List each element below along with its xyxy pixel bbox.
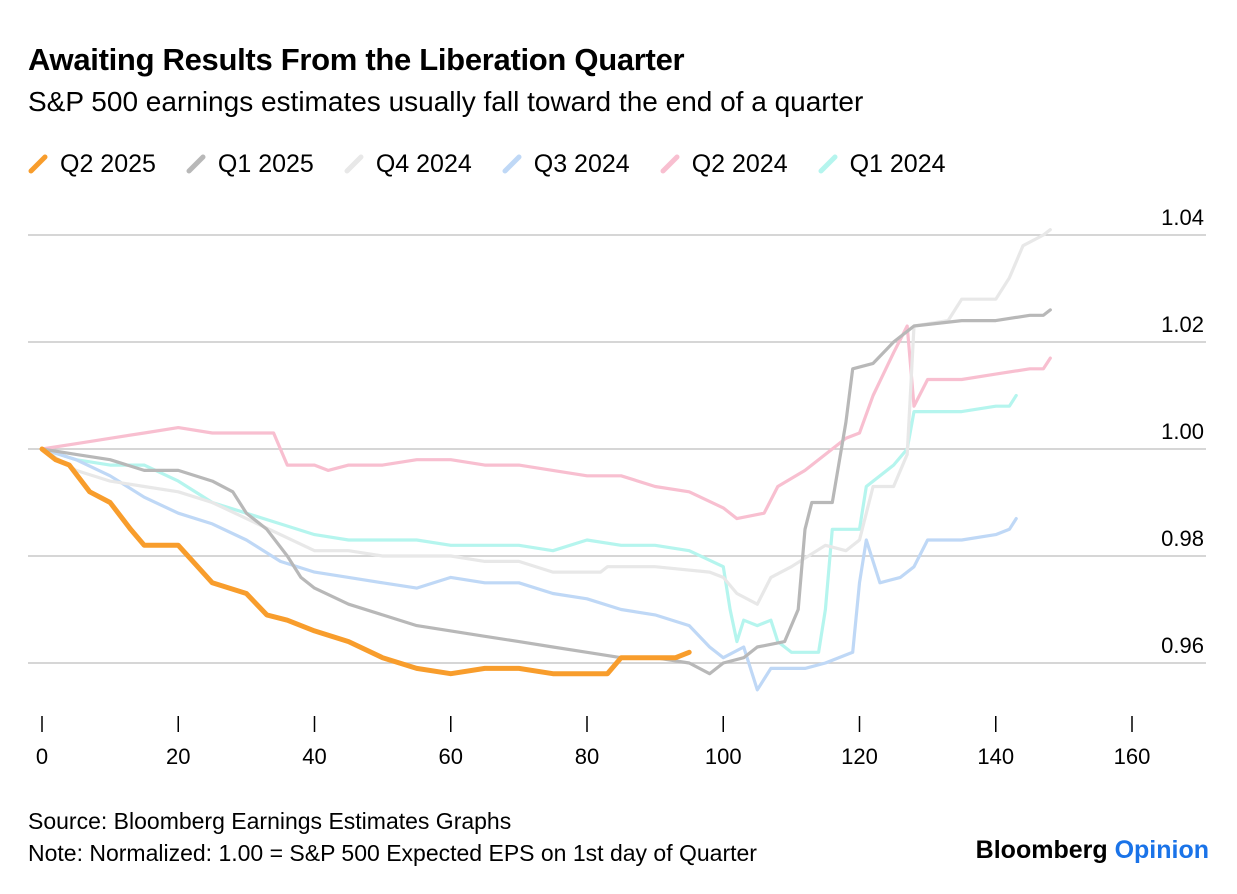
legend-swatch xyxy=(502,154,522,174)
chart-title: Awaiting Results From the Liberation Qua… xyxy=(28,42,685,77)
y-tick-label: 0.96 xyxy=(1161,633,1204,658)
legend-swatch xyxy=(818,154,838,174)
legend-item: Q4 2024 xyxy=(344,150,472,179)
legend-swatch xyxy=(660,154,680,174)
legend-label: Q1 2024 xyxy=(849,149,946,178)
legend-item: Q2 2024 xyxy=(660,150,788,179)
x-tick-label: 120 xyxy=(841,744,878,769)
series-line-q2-2025 xyxy=(39,446,692,677)
x-tick-label: 140 xyxy=(977,744,1014,769)
legend-item: Q3 2024 xyxy=(502,150,630,179)
x-tick-label: 40 xyxy=(302,744,326,769)
normalization-note: Note: Normalized: 1.00 = S&P 500 Expecte… xyxy=(28,840,757,866)
x-tick-label: 60 xyxy=(439,744,463,769)
legend-label: Q3 2024 xyxy=(533,149,630,178)
x-tick-label: 100 xyxy=(705,744,742,769)
brand-primary: Bloomberg xyxy=(975,836,1108,864)
series-line-q1-2024 xyxy=(40,393,1018,654)
legend-swatch xyxy=(186,154,206,174)
y-tick-label: 1.00 xyxy=(1161,419,1204,444)
x-tick-label: 0 xyxy=(36,744,48,769)
legend-label: Q1 2025 xyxy=(217,149,314,178)
brand-secondary: Opinion xyxy=(1114,836,1209,864)
chart-subtitle: S&P 500 earnings estimates usually fall … xyxy=(28,86,864,117)
series-line-q3-2024 xyxy=(40,447,1018,692)
legend-label: Q2 2025 xyxy=(60,149,156,178)
legend-item: Q2 2025 xyxy=(28,150,156,179)
y-tick-label: 1.04 xyxy=(1161,205,1204,230)
line-chart: 0.96 0.98 1.00 1.02 1.04 0 20 40 60 80 100 120 140 16… xyxy=(28,205,1206,769)
legend-item: Q1 2024 xyxy=(818,150,946,179)
x-tick-label: 80 xyxy=(575,744,599,769)
y-tick-label: 1.02 xyxy=(1161,312,1204,337)
y-tick-label: 0.98 xyxy=(1161,526,1204,551)
legend-item: Q1 2025 xyxy=(186,150,314,179)
x-tick-label: 20 xyxy=(166,744,190,769)
brand-logo: Bloomberg Opinion xyxy=(976,836,1209,865)
x-tick-label: 160 xyxy=(1114,744,1151,769)
legend-swatch xyxy=(28,154,48,174)
legend-label: Q4 2024 xyxy=(375,149,472,178)
legend-swatch xyxy=(344,154,364,174)
legend-label: Q2 2024 xyxy=(691,149,788,178)
source-note: Source: Bloomberg Earnings Estimates Gra… xyxy=(28,808,512,834)
legend: Q2 2025 Q1 2025 Q4 2024 Q3 2024 Q2 2024 Q1 20… xyxy=(28,146,976,182)
